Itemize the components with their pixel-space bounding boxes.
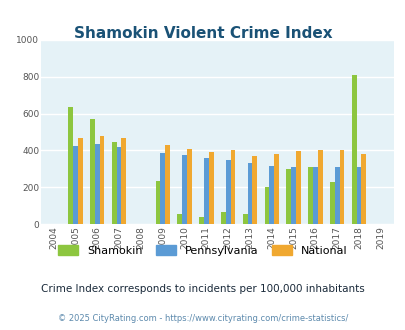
Bar	[116, 147, 121, 224]
Bar	[186, 149, 191, 224]
Bar	[334, 167, 339, 224]
Text: Shamokin Violent Crime Index: Shamokin Violent Crime Index	[73, 26, 332, 41]
Bar	[356, 168, 360, 224]
Bar	[242, 214, 247, 224]
Bar	[307, 167, 312, 224]
Bar	[360, 154, 365, 224]
Bar	[339, 150, 343, 224]
Text: Crime Index corresponds to incidents per 100,000 inhabitants: Crime Index corresponds to incidents per…	[41, 284, 364, 294]
Bar	[247, 163, 252, 224]
Bar	[100, 136, 104, 224]
Bar	[177, 214, 182, 224]
Bar	[351, 75, 356, 224]
Bar	[73, 146, 78, 224]
Bar	[286, 169, 290, 224]
Bar	[225, 160, 230, 224]
Bar	[155, 182, 160, 224]
Bar	[264, 187, 269, 224]
Bar	[220, 213, 225, 224]
Bar	[312, 167, 317, 224]
Bar	[78, 139, 83, 224]
Bar	[68, 107, 73, 224]
Bar	[208, 152, 213, 224]
Bar	[112, 142, 116, 224]
Bar	[203, 158, 208, 224]
Bar	[198, 217, 203, 224]
Legend: Shamokin, Pennsylvania, National: Shamokin, Pennsylvania, National	[54, 241, 351, 260]
Bar	[165, 145, 169, 224]
Bar	[160, 153, 165, 224]
Text: © 2025 CityRating.com - https://www.cityrating.com/crime-statistics/: © 2025 CityRating.com - https://www.city…	[58, 314, 347, 323]
Bar	[252, 156, 256, 224]
Bar	[317, 150, 322, 224]
Bar	[290, 167, 295, 224]
Bar	[95, 144, 100, 224]
Bar	[230, 150, 235, 224]
Bar	[329, 182, 334, 224]
Bar	[90, 119, 95, 224]
Bar	[182, 155, 186, 224]
Bar	[121, 138, 126, 224]
Bar	[295, 151, 300, 224]
Bar	[269, 166, 273, 224]
Bar	[273, 154, 278, 224]
